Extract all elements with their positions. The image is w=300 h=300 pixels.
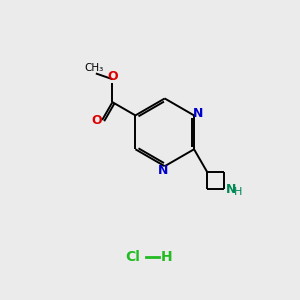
Text: Cl: Cl (125, 250, 140, 265)
Text: N: N (158, 164, 168, 176)
Text: H: H (160, 250, 172, 265)
Text: N: N (193, 107, 203, 120)
Text: O: O (92, 113, 102, 127)
Text: CH₃: CH₃ (85, 63, 104, 73)
Text: H: H (234, 187, 243, 196)
Text: O: O (107, 70, 118, 83)
Text: N: N (226, 183, 236, 196)
